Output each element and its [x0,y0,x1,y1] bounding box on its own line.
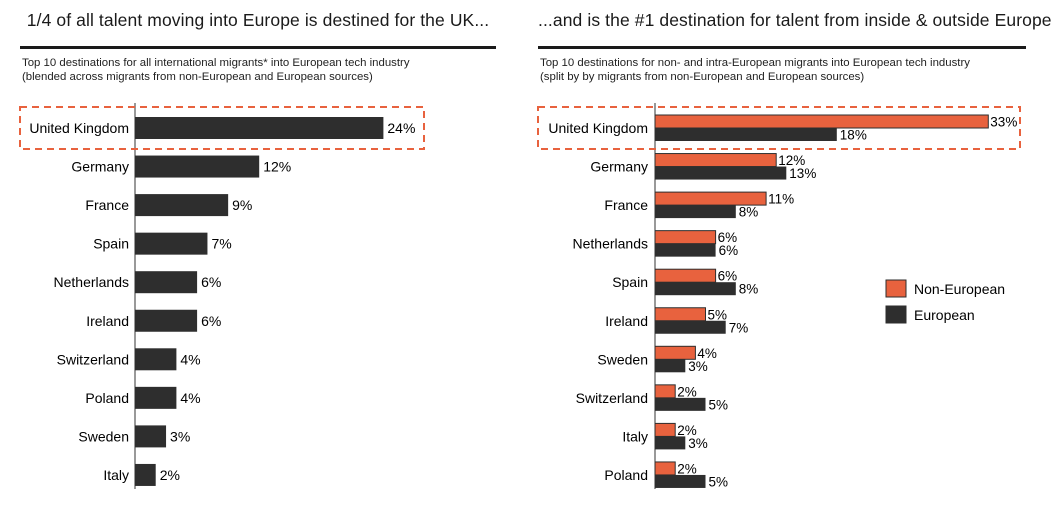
bar-netherlands [135,271,198,294]
value-label-non-european-germany: 12% [778,153,805,168]
value-label-european-spain: 8% [739,282,759,297]
category-label-spain: Spain [612,274,648,290]
legend-swatch-european [885,305,907,324]
value-label-non-european-united-kingdom: 33% [990,115,1017,130]
left-bar-chart: United Kingdom 24% Germany 12% France 9% Spain… [19,103,425,489]
value-label-european-poland: 5% [709,474,729,489]
bar-non-european-netherlands [654,230,717,245]
left-chart-title: 1/4 of all talent moving into Europe is … [26,10,490,30]
value-label-united-kingdom: 24% [387,120,415,136]
bar-spain [135,232,208,255]
bar-poland [135,386,177,409]
value-label-switzerland: 4% [180,351,200,367]
bar-european-france [655,205,736,219]
value-label-non-european-switzerland: 2% [677,384,697,399]
bar-non-european-ireland [654,307,706,322]
right-grouped-bar-chart: United Kingdom 33% 18% Germany 12%13% France 1… [537,103,1021,489]
left-title-rule [20,46,496,49]
bar-european-netherlands [655,243,716,257]
value-label-italy: 2% [160,467,180,483]
bar-non-european-germany [654,153,777,168]
bar-non-european-switzerland [654,384,676,399]
bar-european-switzerland [655,397,706,411]
left-subtitle-line-2: (blended across migrants from non-Europe… [22,71,373,83]
value-label-non-european-ireland: 5% [708,307,728,322]
value-label-non-european-italy: 2% [677,423,697,438]
value-label-spain: 7% [211,236,231,252]
value-label-non-european-netherlands: 6% [718,230,738,245]
bar-ireland [135,309,198,332]
category-label-sweden: Sweden [78,428,129,444]
category-label-spain: Spain [93,236,129,252]
value-label-non-european-spain: 6% [718,269,738,284]
value-label-netherlands: 6% [201,274,221,290]
category-label-poland: Poland [85,390,129,406]
bar-european-sweden [655,359,686,373]
bar-france [135,194,229,217]
highlight-box-united-kingdom [537,106,1021,150]
bar-united-kingdom [135,117,384,139]
value-label-european-france: 8% [739,205,759,220]
category-label-ireland: Ireland [86,313,129,329]
value-label-european-sweden: 3% [688,359,708,374]
category-label-switzerland: Switzerland [576,390,648,406]
value-label-european-united-kingdom: 18% [840,128,867,143]
value-label-sweden: 3% [170,428,190,444]
bar-sweden [135,425,167,448]
right-subtitle-line-2: (split by by migrants from non-European … [540,71,865,83]
value-label-ireland: 6% [201,313,221,329]
right-chart-title: ...and is the #1 destination for talent … [538,10,1052,30]
value-label-france: 9% [232,197,252,213]
category-label-germany: Germany [590,159,648,175]
value-label-non-european-poland: 2% [677,461,697,476]
category-label-netherlands: Netherlands [573,236,649,252]
bar-european-germany [655,166,787,180]
category-label-united-kingdom: United Kingdom [29,120,129,136]
legend-label-non-european: Non-European [914,281,1005,297]
left-subtitle-line-1: Top 10 destinations for all internationa… [22,57,410,69]
category-label-sweden: Sweden [597,351,648,367]
category-label-germany: Germany [71,159,129,175]
bar-non-european-united-kingdom [654,114,989,129]
category-label-france: France [604,197,648,213]
value-label-european-ireland: 7% [729,320,749,335]
bar-germany [135,155,260,178]
legend-label-european: European [914,307,975,323]
bar-european-spain [655,282,736,296]
bar-switzerland [135,348,177,371]
highlight-box-united-kingdom [19,106,425,150]
left-chart-subtitle: Top 10 destinations for all internationa… [22,56,496,84]
category-label-france: France [85,197,129,213]
right-subtitle-line-1: Top 10 destinations for non- and intra-E… [540,57,970,69]
category-label-ireland: Ireland [605,313,648,329]
bar-non-european-france [654,191,767,206]
right-chart-subtitle: Top 10 destinations for non- and intra-E… [540,56,1026,84]
category-label-switzerland: Switzerland [57,351,129,367]
value-label-non-european-france: 11% [768,192,794,207]
value-label-european-netherlands: 6% [719,243,739,258]
bar-european-italy [655,436,686,450]
legend-swatch-non-european [885,279,907,298]
bar-italy [135,463,156,486]
right-title-rule [538,46,1026,49]
category-label-italy: Italy [103,467,129,483]
bar-non-european-sweden [654,345,696,360]
bar-non-european-poland [654,461,676,476]
bar-european-united-kingdom [655,128,837,141]
category-label-poland: Poland [604,467,648,483]
bar-non-european-spain [654,268,717,283]
value-label-germany: 12% [263,159,291,175]
category-label-united-kingdom: United Kingdom [548,120,648,136]
category-label-netherlands: Netherlands [54,274,130,290]
value-label-poland: 4% [180,390,200,406]
bar-european-ireland [655,320,726,334]
value-label-european-germany: 13% [789,166,816,181]
value-label-european-switzerland: 5% [709,397,729,412]
value-label-european-italy: 3% [688,436,708,451]
category-label-italy: Italy [622,428,648,444]
value-label-non-european-sweden: 4% [697,346,717,361]
bar-european-poland [655,474,706,488]
bar-non-european-italy [654,422,676,437]
